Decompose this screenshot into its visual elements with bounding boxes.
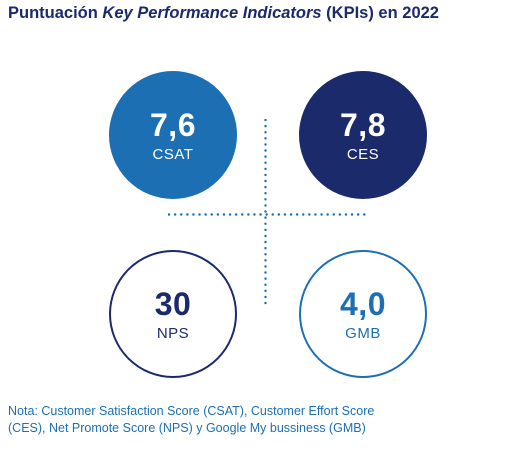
kpi-circle-ces: 7,8 CES: [299, 71, 427, 199]
kpi-circle-gmb: 4,0 GMB: [299, 250, 427, 378]
vertical-dotted-divider: [264, 119, 267, 309]
footnote: Nota: Customer Satisfaction Score (CSAT)…: [8, 403, 508, 437]
kpi-label-gmb: GMB: [345, 324, 381, 342]
kpi-label-ces: CES: [346, 145, 380, 163]
kpi-value-csat: 7,6: [150, 106, 196, 143]
kpi-label-csat: CSAT: [152, 145, 194, 163]
kpi-value-gmb: 4,0: [340, 285, 386, 322]
footnote-line-2: (CES), Net Promote Score (NPS) y Google …: [8, 421, 366, 435]
kpi-circle-nps: 30 NPS: [109, 250, 237, 378]
kpi-circle-csat: 7,6 CSAT: [109, 71, 237, 199]
title-prefix: Puntuación: [8, 4, 103, 22]
kpi-label-nps: NPS: [156, 324, 190, 342]
page-title: Puntuación Key Performance Indicators (K…: [8, 4, 439, 23]
kpi-value-nps: 30: [154, 285, 192, 322]
footnote-line-1: Nota: Customer Satisfaction Score (CSAT)…: [8, 404, 375, 418]
title-suffix: (KPIs) en 2022: [321, 4, 439, 22]
kpi-value-ces: 7,8: [340, 106, 386, 143]
horizontal-dotted-divider: [168, 213, 368, 216]
title-emphasis: Key Performance Indicators: [102, 4, 322, 22]
